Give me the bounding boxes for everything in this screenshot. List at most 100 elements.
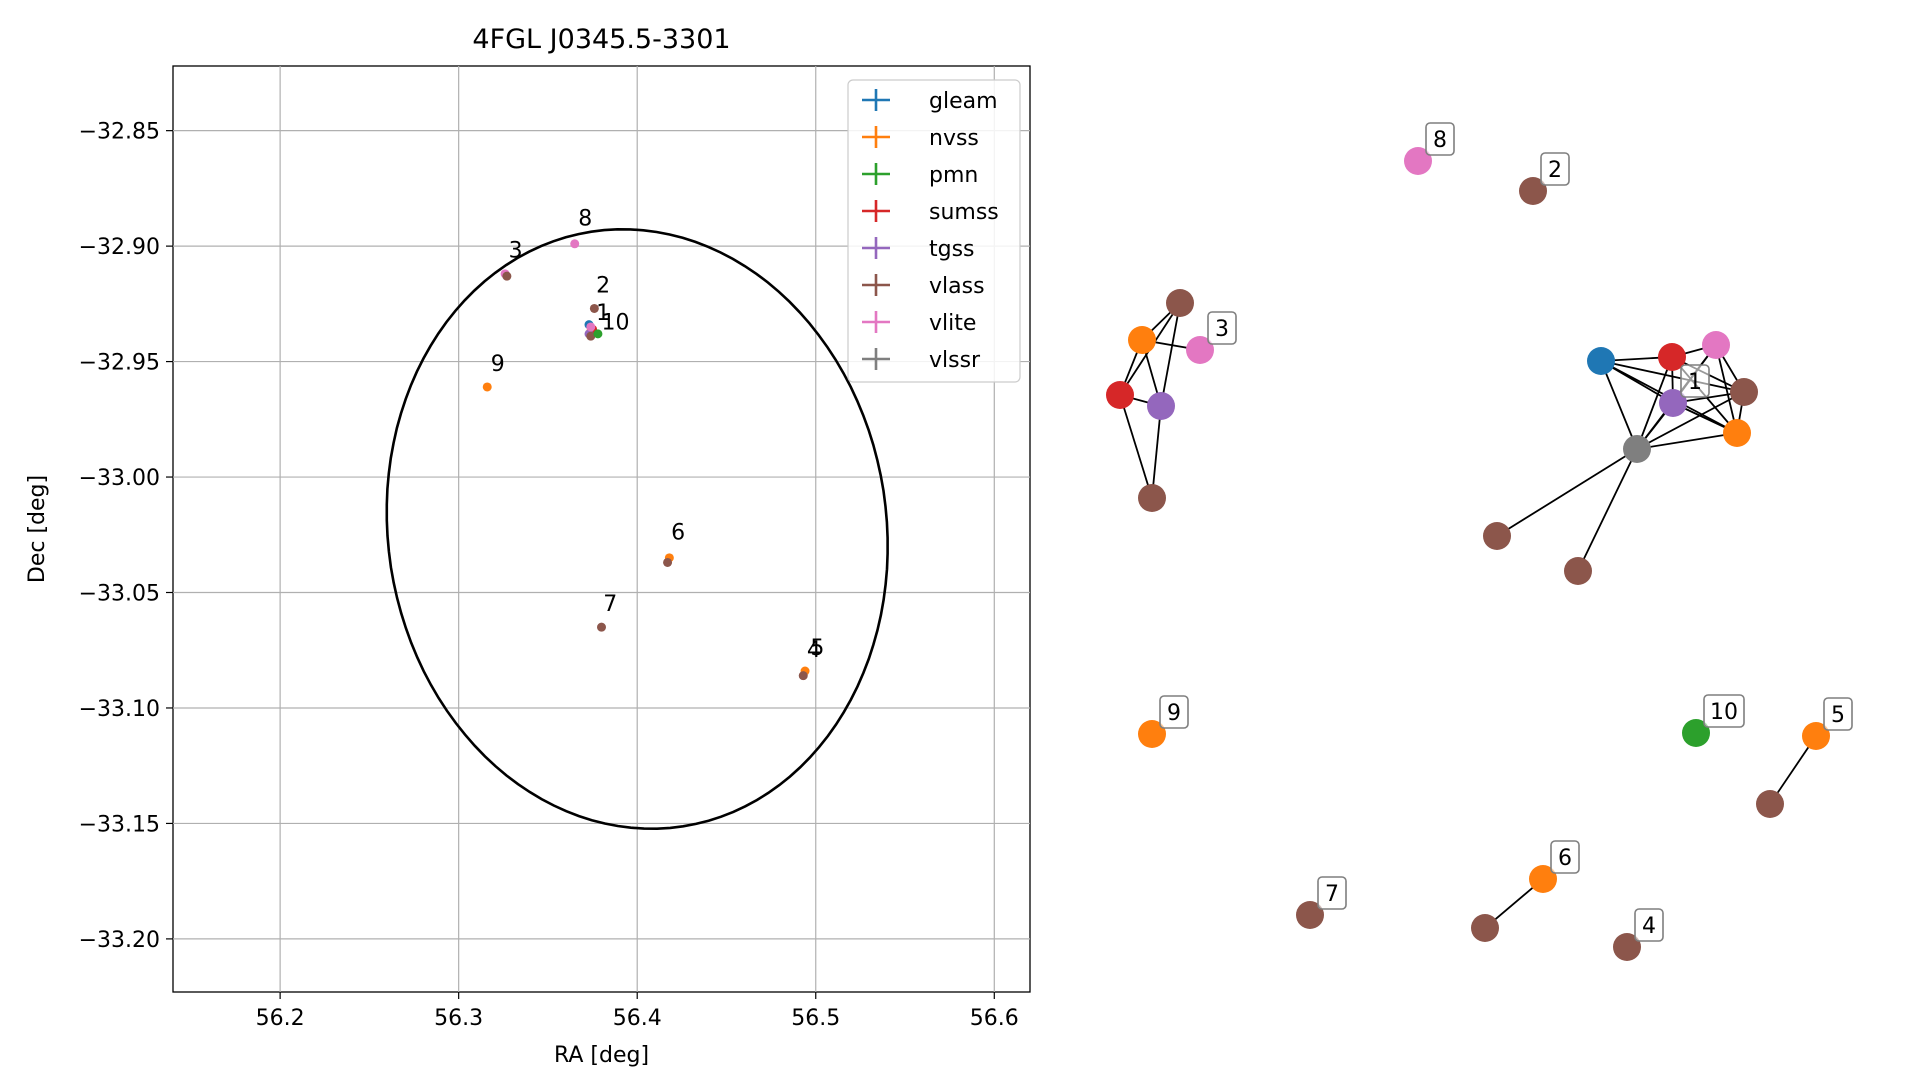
x-tick-label: 56.2 xyxy=(256,1006,305,1031)
source-labels: 1 2 3 45 6 7 8 9 10 xyxy=(491,206,825,663)
source-label: 9 xyxy=(491,352,505,377)
network-edges xyxy=(1119,302,1817,929)
network-label: 1 xyxy=(1680,364,1710,398)
network-label: 4 xyxy=(1634,908,1664,942)
network-edge xyxy=(1496,448,1638,537)
y-tick-label: −33.20 xyxy=(79,928,160,953)
network-node xyxy=(1730,378,1758,406)
network-edge xyxy=(1600,360,1638,450)
network-node xyxy=(1147,392,1175,420)
source-point xyxy=(663,557,673,567)
network-node xyxy=(1659,389,1687,417)
source-point xyxy=(597,622,606,632)
x-tick-label: 56.6 xyxy=(970,1006,1019,1031)
network-node xyxy=(1106,381,1134,409)
legend-entry: sumss xyxy=(862,200,999,225)
network-label: 3 xyxy=(1207,311,1237,345)
network-node xyxy=(1802,722,1830,750)
y-tick-label: −33.00 xyxy=(79,466,160,491)
network-edge xyxy=(1151,405,1162,499)
source-label: 4 xyxy=(807,638,821,663)
source-point xyxy=(482,382,492,392)
source-label: 8 xyxy=(578,206,592,231)
chart-title: 4FGL J0345.5-3301 xyxy=(472,24,730,55)
network-node xyxy=(1658,343,1686,371)
source-label: 10 xyxy=(602,310,630,335)
network-label-box xyxy=(1823,697,1853,731)
y-axis-label: Dec [deg] xyxy=(25,475,50,583)
network-label-box xyxy=(1159,695,1189,729)
source-point xyxy=(570,239,580,249)
y-tick-label: −33.05 xyxy=(79,582,160,607)
y-tick-label: −32.90 xyxy=(79,235,160,260)
network-node xyxy=(1186,336,1214,364)
legend-entry: tgss xyxy=(862,237,975,262)
network-edge xyxy=(1715,344,1738,434)
network-label-text: 4 xyxy=(1642,914,1656,939)
y-tick-label: −33.10 xyxy=(79,697,160,722)
network-edge xyxy=(1636,356,1673,450)
network-node xyxy=(1613,933,1641,961)
legend-label: gleam xyxy=(929,89,998,114)
network-edge xyxy=(1636,432,1738,450)
uncertainty-ellipse xyxy=(385,227,889,831)
x-tick-label: 56.3 xyxy=(434,1006,483,1031)
network-node xyxy=(1756,790,1784,818)
network-node xyxy=(1138,484,1166,512)
network-label: 5 xyxy=(1823,697,1853,731)
source-point xyxy=(586,322,596,332)
network-label-box xyxy=(1207,311,1237,345)
x-axis-label: RA [deg] xyxy=(554,1043,649,1068)
network-label: 8 xyxy=(1425,122,1455,156)
network-edge xyxy=(1636,391,1745,450)
scatter-panel: 56.2 56.3 56.4 56.5 56.6 −32.85 −32.90 −32.95 −3… xyxy=(25,24,1031,1068)
source-point xyxy=(589,303,599,313)
network-label: 10 xyxy=(1703,694,1745,728)
network-label-text: 5 xyxy=(1831,703,1845,728)
network-panel: 1 2 3 4 5 6 7 8 9 10 xyxy=(1106,122,1853,961)
network-edge xyxy=(1119,394,1153,499)
y-tick-label: −33.15 xyxy=(79,812,160,837)
network-label-text: 3 xyxy=(1215,317,1229,342)
network-label: 7 xyxy=(1317,876,1347,910)
source-label: 1 xyxy=(596,301,610,326)
network-label-text: 9 xyxy=(1167,701,1181,726)
network-edge xyxy=(1577,448,1638,572)
network-node xyxy=(1296,901,1324,929)
source-label: 7 xyxy=(603,592,617,617)
legend-label: pmn xyxy=(929,163,978,188)
network-node xyxy=(1723,419,1751,447)
network-labels: 1 2 3 4 5 6 7 8 9 10 xyxy=(1159,122,1853,942)
network-label-text: 8 xyxy=(1433,128,1447,153)
network-label-text: 6 xyxy=(1558,846,1572,871)
legend-entry: vlssr xyxy=(862,348,981,373)
legend-label: nvss xyxy=(929,126,979,151)
legend-entry: gleam xyxy=(862,89,998,114)
network-label-box xyxy=(1550,840,1580,874)
network-node xyxy=(1471,914,1499,942)
network-label-box xyxy=(1317,876,1347,910)
axis-ticks: 56.2 56.3 56.4 56.5 56.6 −32.85 −32.90 −32.95 −3… xyxy=(79,120,1019,1031)
network-node xyxy=(1623,435,1651,463)
legend-entry: pmn xyxy=(862,163,978,188)
network-node xyxy=(1128,326,1156,354)
source-label: 5 xyxy=(810,636,824,661)
source-label: 6 xyxy=(671,520,685,545)
network-label-text: 1 xyxy=(1688,370,1702,395)
network-label-box xyxy=(1425,122,1455,156)
legend-label: vlite xyxy=(929,311,976,336)
network-label-box xyxy=(1703,694,1745,728)
network-nodes xyxy=(1106,147,1830,961)
legend: gleam nvss pmn sumss tgss vlass vlite vlssr xyxy=(847,79,1021,383)
network-edge xyxy=(1160,302,1181,407)
x-tick-label: 56.5 xyxy=(791,1006,840,1031)
network-node xyxy=(1138,720,1166,748)
legend-label: sumss xyxy=(929,200,999,225)
source-point xyxy=(502,271,512,281)
legend-entry: nvss xyxy=(862,126,979,151)
network-node xyxy=(1483,522,1511,550)
network-label-box xyxy=(1680,364,1710,398)
network-node xyxy=(1404,147,1432,175)
